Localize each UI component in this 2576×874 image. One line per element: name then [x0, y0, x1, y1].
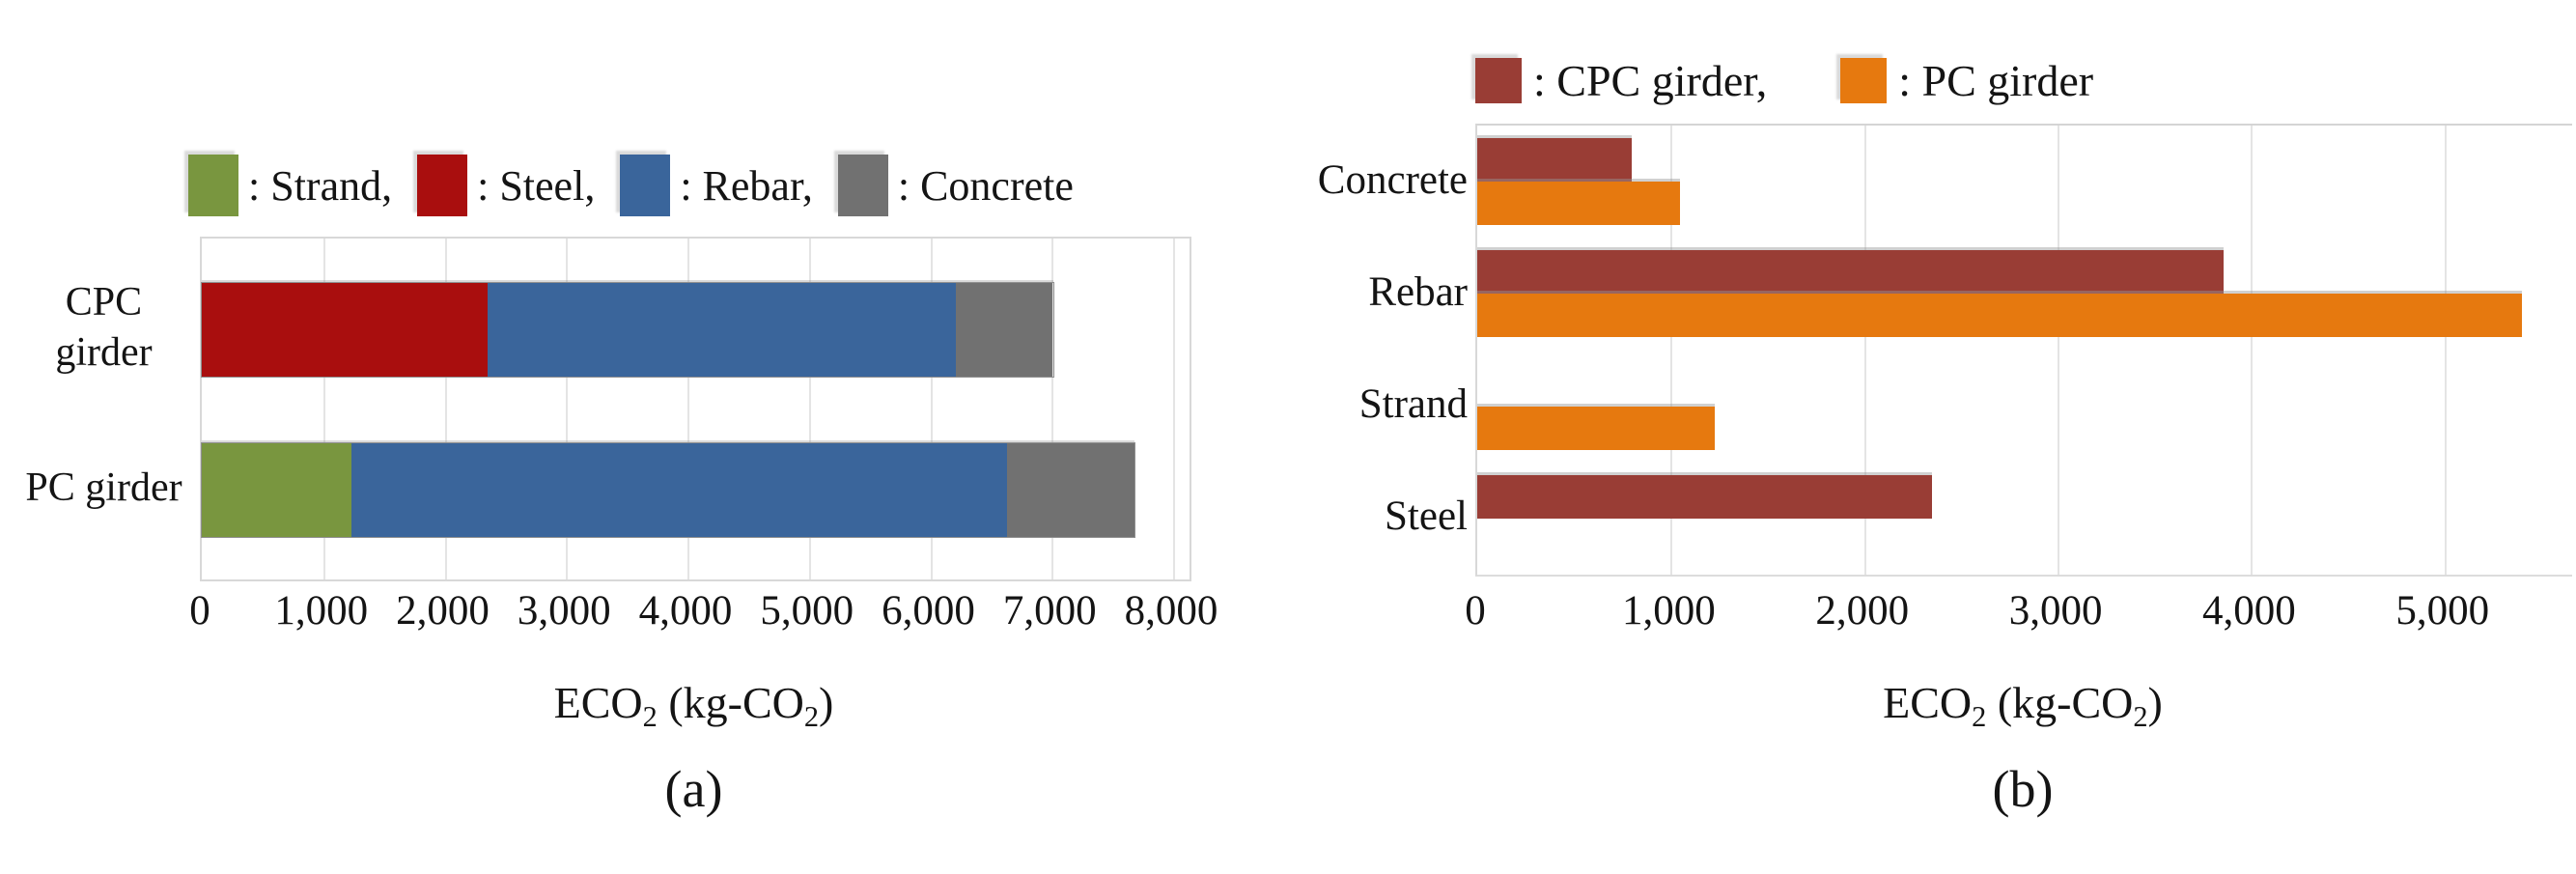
x-tick-label-4000: 4,000 [638, 588, 733, 634]
x-tick-label-5000: 5,000 [760, 588, 854, 634]
chart-a-stacked-eco2: : Strand, : Steel, : Rebar, : Concrete CPC … [24, 145, 1218, 818]
legend-label-cpc-girder: : CPC girder, [1533, 55, 1768, 105]
x-axis-label-subscript: 2 [1972, 700, 1987, 734]
gridline-6000 [930, 239, 933, 579]
gridline-1000 [1670, 126, 1673, 575]
bar-cpc-girder-concrete [1477, 138, 1633, 183]
caption-a: (a) [664, 760, 723, 818]
x-tick-label-4000: 4,000 [2202, 588, 2296, 634]
x-axis-label-text: (kg-CO [1986, 678, 2134, 727]
gridline-2000 [1863, 126, 1866, 575]
legend-label-concrete: : Concrete [897, 161, 1074, 210]
bar-pc-girder-concrete [1477, 182, 1681, 226]
x-axis-ticks-a: 0 1,000 2,000 3,000 4,000 5,000 6,000 7,000 8,00… [189, 587, 1218, 645]
stacked-bar-pc-girder [201, 442, 1135, 538]
legend-swatch-strand [188, 155, 238, 216]
legend-item-steel: : Steel, [417, 155, 595, 216]
x-axis-label-text: ECO [1883, 678, 1973, 727]
gridline-1000 [322, 239, 325, 579]
legend-label-rebar: : Rebar, [680, 161, 813, 210]
legend-item-cpc-girder: : CPC girder, [1475, 55, 1767, 106]
bar-segment-rebar-cpc-girder [487, 283, 956, 377]
category-label-pc-girder: PC girder [25, 465, 182, 510]
legend-swatch-concrete [837, 155, 888, 216]
gridline-3000 [566, 239, 569, 579]
x-tick-label-5000: 5,000 [2395, 588, 2490, 634]
x-tick-label-1000: 1,000 [1622, 588, 1716, 634]
x-tick-label-0: 0 [189, 588, 210, 634]
category-label-steel: Steel [1385, 493, 1468, 540]
x-tick-label-3000: 3,000 [517, 588, 611, 634]
x-tick-label-1000: 1,000 [274, 588, 369, 634]
bar-segment-strand-pc-girder [202, 443, 351, 537]
caption-b: (b) [1992, 760, 2054, 818]
legend-label-steel: : Steel, [477, 161, 596, 210]
gridline-5000 [2444, 126, 2447, 575]
category-label-rebar: Rebar [1368, 268, 1468, 315]
bar-segment-steel-cpc-girder [202, 283, 488, 377]
chart-b-grouped-eco2: : CPC girder, : PC girder Concrete Rebar St… [1288, 0, 2576, 874]
legend-item-strand: : Strand, [188, 155, 392, 216]
bar-segment-concrete-cpc-girder [955, 283, 1053, 377]
legend-label-strand: : Strand, [248, 161, 393, 210]
gridline-7000 [1051, 239, 1054, 579]
bar-cpc-girder-rebar [1477, 250, 2225, 295]
x-axis-label-b: ECO2 (kg-CO2) [1475, 677, 2570, 734]
category-labels-a: CPC girder PC girder [24, 237, 183, 578]
x-axis-label-a: ECO2 (kg-CO2) [200, 677, 1188, 734]
x-axis-label-text: ECO [553, 678, 643, 727]
x-axis-label-subscript: 2 [803, 700, 820, 734]
category-label-strand: Strand [1358, 381, 1468, 428]
x-tick-label-7000: 7,000 [1002, 588, 1097, 634]
bar-segment-rebar-pc-girder [350, 443, 1007, 537]
bar-cpc-girder-steel [1477, 474, 1932, 519]
legend-label-pc-girder: : PC girder [1898, 55, 2094, 105]
x-tick-label-2000: 2,000 [1815, 588, 1910, 634]
x-tick-label-6000: 6,000 [882, 588, 975, 634]
x-axis-ticks-b: 0 1,000 2,000 3,000 4,000 5,000 [1465, 587, 2570, 645]
category-label-concrete: Concrete [1317, 156, 1468, 203]
legend-swatch-cpc-girder [1475, 57, 1522, 103]
gridline-8000 [1173, 239, 1175, 579]
x-axis-label-subscript: 2 [642, 700, 658, 734]
legend-b: : CPC girder, : PC girder [1475, 50, 2093, 110]
x-tick-label-3000: 3,000 [2008, 588, 2103, 634]
legend-swatch-pc-girder [1840, 57, 1888, 103]
x-axis-label-text: ) [2147, 678, 2163, 727]
x-axis-label-text: ) [819, 678, 834, 727]
plot-area-a [200, 237, 1191, 581]
legend-item-pc-girder: : PC girder [1840, 55, 2093, 106]
bar-segment-concrete-pc-girder [1006, 443, 1134, 537]
x-tick-label-0: 0 [1465, 588, 1486, 634]
gridline-4000 [2251, 126, 2254, 575]
legend-a: : Strand, : Steel, : Rebar, : Concrete [188, 145, 1074, 226]
bar-pc-girder-rebar [1477, 294, 2522, 338]
gridline-4000 [687, 239, 689, 579]
gridline-5000 [808, 239, 811, 579]
category-label-cpc-girder: CPC girder [55, 280, 153, 375]
x-tick-label-2000: 2,000 [396, 588, 490, 634]
bar-pc-girder-strand [1477, 406, 1716, 450]
legend-item-concrete: : Concrete [837, 155, 1074, 216]
plot-area-b [1475, 124, 2572, 577]
gridline-3000 [2058, 126, 2060, 575]
legend-swatch-steel [417, 155, 468, 216]
x-tick-label-8000: 8,000 [1124, 588, 1218, 634]
x-axis-label-subscript: 2 [2133, 700, 2148, 734]
x-axis-label-text: (kg-CO [657, 678, 804, 727]
legend-swatch-rebar [620, 155, 671, 216]
stacked-bar-cpc-girder [201, 282, 1054, 378]
legend-item-rebar: : Rebar, [620, 155, 813, 216]
category-labels-b: Concrete Rebar Strand Steel [1274, 124, 1468, 573]
gridline-2000 [444, 239, 447, 579]
